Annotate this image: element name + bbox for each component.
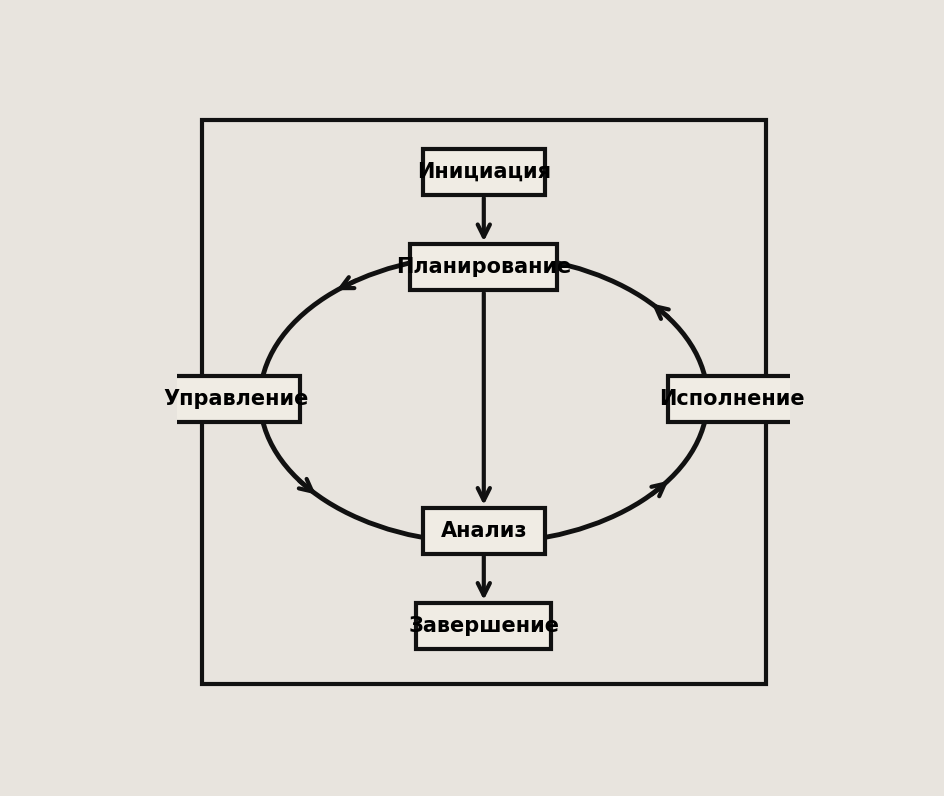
- Text: Инициация: Инициация: [416, 162, 551, 182]
- FancyBboxPatch shape: [202, 120, 766, 684]
- FancyBboxPatch shape: [171, 376, 300, 422]
- FancyBboxPatch shape: [423, 508, 545, 554]
- Text: Исполнение: Исполнение: [659, 389, 805, 409]
- Text: Анализ: Анализ: [441, 521, 527, 540]
- FancyBboxPatch shape: [416, 603, 551, 649]
- FancyBboxPatch shape: [411, 244, 557, 290]
- Text: Завершение: Завершение: [409, 615, 559, 636]
- Text: Планирование: Планирование: [396, 257, 571, 277]
- Text: Управление: Управление: [163, 389, 309, 409]
- FancyBboxPatch shape: [667, 376, 797, 422]
- FancyBboxPatch shape: [423, 149, 545, 195]
